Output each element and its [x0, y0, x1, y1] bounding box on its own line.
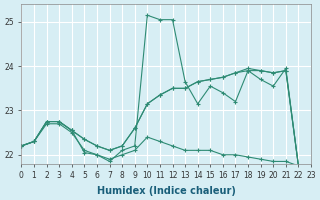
X-axis label: Humidex (Indice chaleur): Humidex (Indice chaleur): [97, 186, 236, 196]
